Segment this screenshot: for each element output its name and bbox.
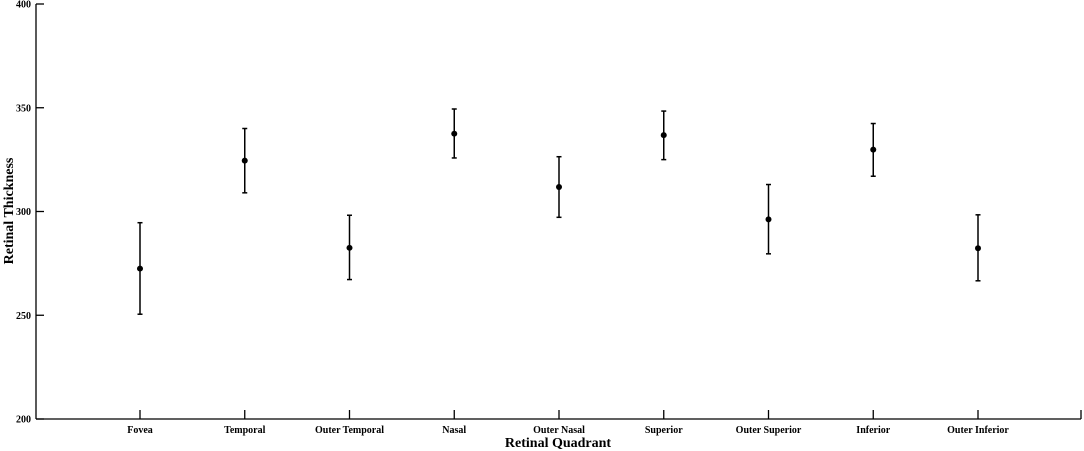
data-point-group — [975, 214, 981, 282]
data-point-group — [346, 214, 353, 281]
y-axis-ticks: 200 250 300 350 400 — [16, 0, 44, 426]
data-point-group — [137, 221, 143, 315]
y-tick-label: 300 — [16, 207, 31, 218]
y-tick-label: 200 — [16, 415, 31, 426]
data-point — [556, 184, 562, 191]
y-tick-label: 350 — [16, 103, 31, 114]
data-marks — [137, 108, 981, 315]
data-point-group — [765, 183, 772, 255]
x-tick-label: Temporal — [224, 425, 266, 436]
x-tick-label: Outer Inferior — [947, 425, 1009, 436]
y-tick-label: 250 — [16, 311, 31, 322]
data-point — [975, 245, 981, 252]
x-tick-label: Outer Nasal — [533, 425, 585, 436]
data-point-group — [660, 110, 667, 161]
y-tick-label: 400 — [16, 0, 31, 11]
data-point — [241, 157, 248, 164]
data-point — [765, 216, 772, 223]
y-axis-title: Retinal Thickness — [2, 157, 17, 264]
data-point — [346, 244, 353, 251]
x-axis-ticks: Fovea Temporal Outer Temporal Nasal Outer Na… — [127, 410, 1009, 436]
x-tick-label: Inferior — [856, 425, 890, 436]
data-point — [660, 132, 667, 139]
data-point — [137, 265, 143, 272]
x-tick-label: Nasal — [442, 425, 466, 436]
x-axis-title: Retinal Quadrant — [505, 436, 612, 451]
data-point-group — [556, 155, 562, 219]
data-point — [451, 130, 458, 137]
data-point — [870, 146, 877, 153]
data-point-group — [870, 122, 877, 177]
x-tick-label: Superior — [645, 425, 683, 436]
data-point-group — [241, 127, 248, 194]
x-tick-label: Outer Superior — [736, 425, 802, 436]
x-tick-label: Fovea — [127, 425, 153, 436]
x-tick-label: Outer Temporal — [315, 425, 384, 436]
data-point-group — [451, 108, 458, 159]
